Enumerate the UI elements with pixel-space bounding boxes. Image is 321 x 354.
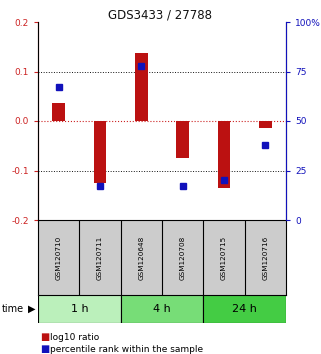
Text: GSM120711: GSM120711 [97,235,103,280]
Bar [259,121,272,129]
Text: GSM120710: GSM120710 [56,235,62,280]
Text: percentile rank within the sample: percentile rank within the sample [50,344,203,354]
Bar [177,121,189,158]
Text: ■: ■ [40,332,49,342]
Bar [203,295,286,323]
Bar [218,121,230,188]
Text: log10 ratio: log10 ratio [50,332,99,342]
Text: GDS3433 / 27788: GDS3433 / 27788 [108,8,213,21]
Text: ▶: ▶ [28,304,36,314]
Bar [94,121,106,183]
Text: time: time [2,304,24,314]
Text: GSM120648: GSM120648 [138,235,144,280]
Text: ■: ■ [40,344,49,354]
Bar [121,295,203,323]
Text: GSM120715: GSM120715 [221,235,227,280]
Bar [52,103,65,121]
Text: 1 h: 1 h [71,304,88,314]
Text: GSM120708: GSM120708 [180,235,186,280]
Bar [135,53,148,121]
Bar [38,295,121,323]
Text: 4 h: 4 h [153,304,171,314]
Text: 24 h: 24 h [232,304,257,314]
Text: GSM120716: GSM120716 [262,235,268,280]
